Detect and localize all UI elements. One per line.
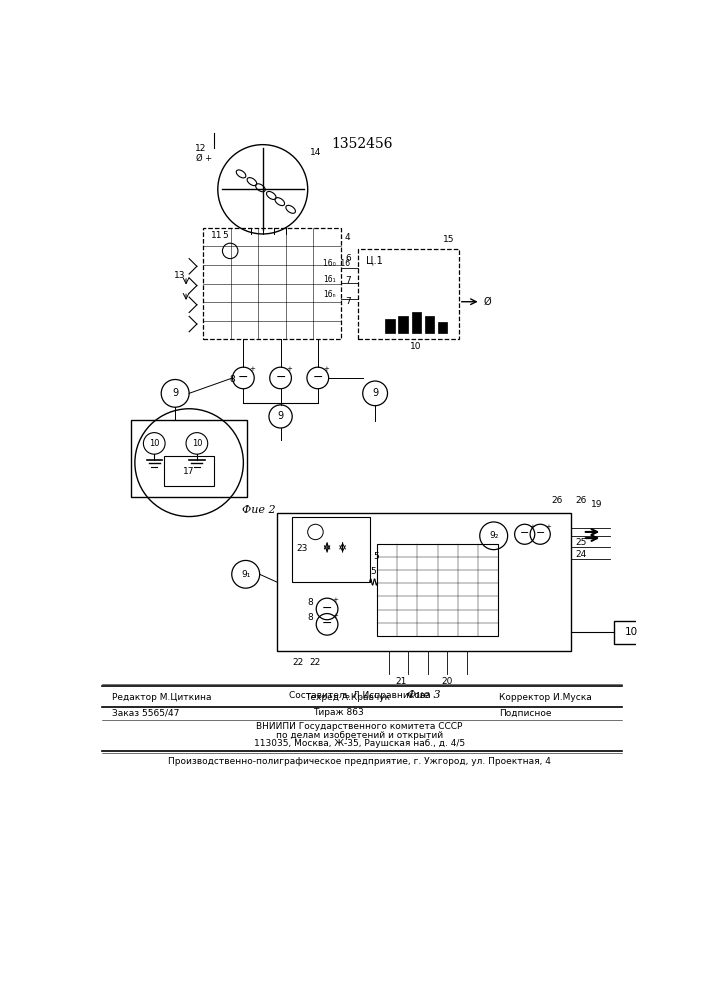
Bar: [411, 312, 421, 333]
Bar: [438, 322, 448, 333]
Text: Фие 3: Фие 3: [407, 690, 440, 700]
Text: Корректор И.Муска: Корректор И.Муска: [499, 693, 592, 702]
Text: Редактор М.Циткина: Редактор М.Циткина: [112, 693, 211, 702]
Text: +: +: [333, 597, 339, 603]
Text: 13: 13: [174, 271, 185, 280]
Text: −: −: [312, 371, 323, 384]
Text: 16₁: 16₁: [323, 275, 336, 284]
Bar: [131, 420, 247, 497]
Text: −: −: [520, 528, 530, 538]
Text: −: −: [275, 371, 286, 384]
Text: 16ₙ: 16ₙ: [323, 290, 336, 299]
Text: 21: 21: [395, 677, 407, 686]
Text: Ц.1: Ц.1: [366, 255, 382, 265]
Bar: [385, 319, 395, 333]
Text: +: +: [323, 366, 329, 372]
Text: Производственно-полиграфическое предприятие, г. Ужгород, ул. Проектная, 4: Производственно-полиграфическое предприя…: [168, 757, 551, 766]
Text: +: +: [333, 613, 339, 619]
Text: −: −: [535, 528, 545, 538]
Text: 22: 22: [293, 658, 304, 667]
Text: Ø +: Ø +: [196, 154, 212, 163]
Text: 22: 22: [310, 658, 321, 667]
Text: ВНИИПИ Государственного комитета СССР: ВНИИПИ Государственного комитета СССР: [257, 722, 463, 731]
Text: 26: 26: [552, 496, 563, 505]
Bar: [203, 228, 341, 339]
Text: 24: 24: [575, 550, 586, 559]
Bar: [276, 513, 571, 651]
Text: 23: 23: [296, 544, 308, 553]
Text: 19: 19: [590, 500, 602, 509]
Text: 1352456: 1352456: [331, 137, 392, 151]
Text: +: +: [286, 366, 292, 372]
Text: 8: 8: [230, 375, 235, 384]
Text: 26: 26: [575, 496, 586, 505]
Text: −: −: [322, 617, 332, 630]
Bar: [292, 517, 370, 582]
Bar: [614, 620, 649, 644]
Text: Заказ 5565/47: Заказ 5565/47: [112, 708, 179, 717]
Text: Фие 2: Фие 2: [242, 505, 276, 515]
Text: 9: 9: [278, 411, 284, 421]
Text: −: −: [322, 602, 332, 615]
Text: −: −: [238, 371, 249, 384]
Text: 10: 10: [411, 342, 422, 351]
Text: 8: 8: [307, 613, 312, 622]
Text: 6: 6: [345, 254, 351, 263]
Text: 10: 10: [624, 627, 638, 637]
Text: Тираж 863: Тираж 863: [313, 708, 364, 717]
Text: 14: 14: [310, 148, 321, 157]
Text: 9: 9: [172, 388, 178, 398]
Text: 25: 25: [575, 538, 586, 547]
Text: 5: 5: [223, 231, 228, 240]
Text: 7: 7: [345, 297, 351, 306]
Text: 9₂: 9₂: [489, 531, 498, 540]
Text: по делам изобретений и открытий: по делам изобретений и открытий: [276, 731, 443, 740]
Text: 113035, Москва, Ж-35, Раушская наб., д. 4/5: 113035, Москва, Ж-35, Раушская наб., д. …: [254, 739, 465, 748]
Bar: [425, 316, 434, 333]
Text: 20: 20: [441, 677, 453, 686]
Bar: [378, 544, 498, 636]
Text: 10: 10: [192, 439, 202, 448]
Text: 11: 11: [211, 231, 222, 240]
Text: 10: 10: [149, 439, 160, 448]
Text: 12: 12: [195, 144, 206, 153]
Text: Составитель Л.Исправникова: Составитель Л.Исправникова: [289, 691, 431, 700]
Text: 8: 8: [307, 598, 312, 607]
Text: +: +: [249, 366, 255, 372]
Text: 4: 4: [345, 233, 351, 242]
Text: +: +: [545, 524, 551, 530]
Bar: [163, 456, 214, 486]
Text: 15: 15: [443, 235, 455, 244]
Text: 7: 7: [345, 276, 351, 285]
Text: 16₀  16: 16₀ 16: [323, 259, 351, 268]
Bar: [358, 249, 459, 339]
Text: Техред А.Кравчук: Техред А.Кравчук: [305, 693, 390, 702]
Text: 5: 5: [370, 567, 376, 576]
Text: +: +: [530, 524, 535, 530]
Text: Ø: Ø: [484, 297, 491, 307]
Text: 5: 5: [373, 552, 380, 561]
Bar: [398, 316, 408, 333]
Text: 17: 17: [182, 467, 194, 476]
Text: 9₁: 9₁: [241, 570, 250, 579]
Text: Подписное: Подписное: [499, 708, 551, 717]
Text: 9: 9: [372, 388, 378, 398]
